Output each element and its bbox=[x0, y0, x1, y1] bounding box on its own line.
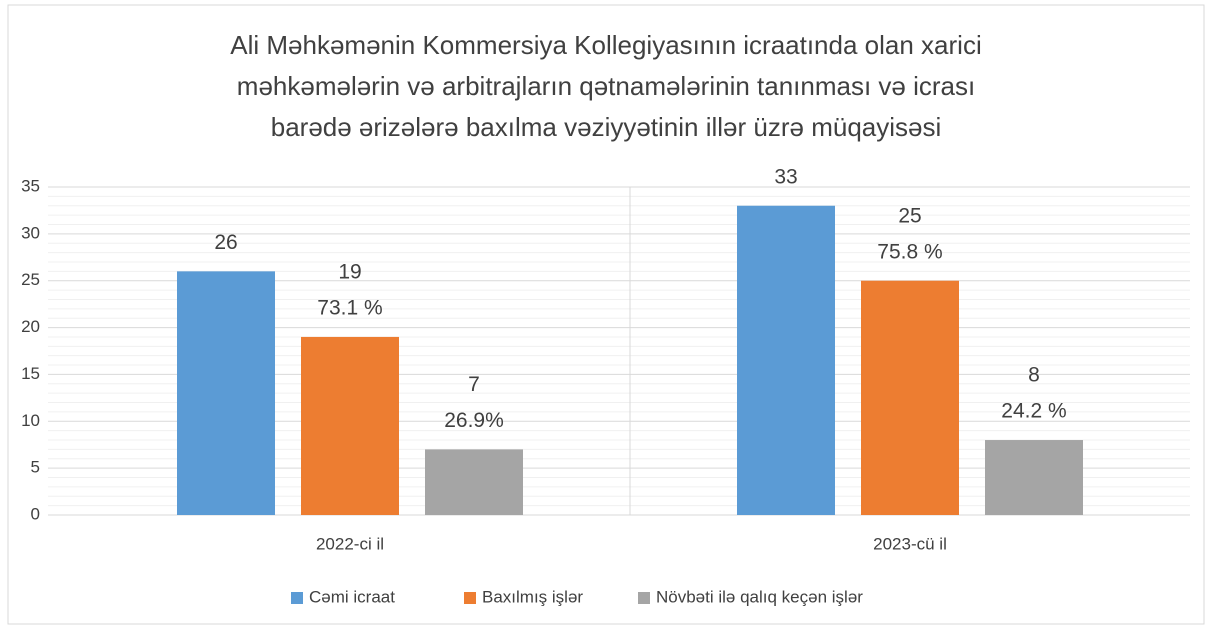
bar bbox=[425, 449, 523, 515]
percent-label: 73.1 % bbox=[317, 296, 382, 319]
legend-swatch bbox=[638, 592, 650, 604]
x-tick-label: 2022-ci il bbox=[316, 534, 384, 553]
percent-label: 26.9% bbox=[444, 409, 504, 432]
y-tick-label: 35 bbox=[21, 176, 40, 195]
data-label: 33 bbox=[774, 165, 797, 188]
bar bbox=[301, 336, 399, 515]
y-tick-label: 30 bbox=[21, 223, 40, 242]
chart-title: məhkəmələrin və arbitrajların qətnamələr… bbox=[237, 71, 975, 101]
data-label: 25 bbox=[898, 204, 921, 227]
y-tick-label: 15 bbox=[21, 364, 40, 383]
bar bbox=[177, 271, 275, 515]
y-tick-label: 25 bbox=[21, 270, 40, 289]
legend-label: Cəmi icraat bbox=[309, 587, 395, 606]
legend-label: Növbəti ilə qalıq keçən işlər bbox=[656, 587, 863, 606]
y-tick-label: 20 bbox=[21, 317, 40, 336]
y-tick-label: 5 bbox=[31, 458, 40, 477]
percent-label: 24.2 % bbox=[1001, 400, 1066, 423]
bar bbox=[861, 280, 959, 515]
chart-title: Ali Məhkəmənin Kommersiya Kollegiyasının… bbox=[230, 30, 981, 60]
data-label: 26 bbox=[214, 231, 237, 254]
x-tick-label: 2023-cü il bbox=[873, 534, 947, 553]
legend-swatch bbox=[291, 592, 303, 604]
data-label: 8 bbox=[1028, 364, 1040, 387]
data-label: 19 bbox=[338, 260, 361, 283]
bar bbox=[985, 440, 1083, 515]
data-label: 7 bbox=[468, 373, 480, 396]
legend-swatch bbox=[464, 592, 476, 604]
y-tick-label: 0 bbox=[31, 504, 40, 523]
bar bbox=[737, 205, 835, 515]
y-tick-label: 10 bbox=[21, 411, 40, 430]
chart-title: barədə ərizələrə baxılma vəziyyətinin il… bbox=[271, 112, 942, 142]
percent-label: 75.8 % bbox=[877, 240, 942, 263]
legend-label: Baxılmış işlər bbox=[482, 587, 583, 606]
